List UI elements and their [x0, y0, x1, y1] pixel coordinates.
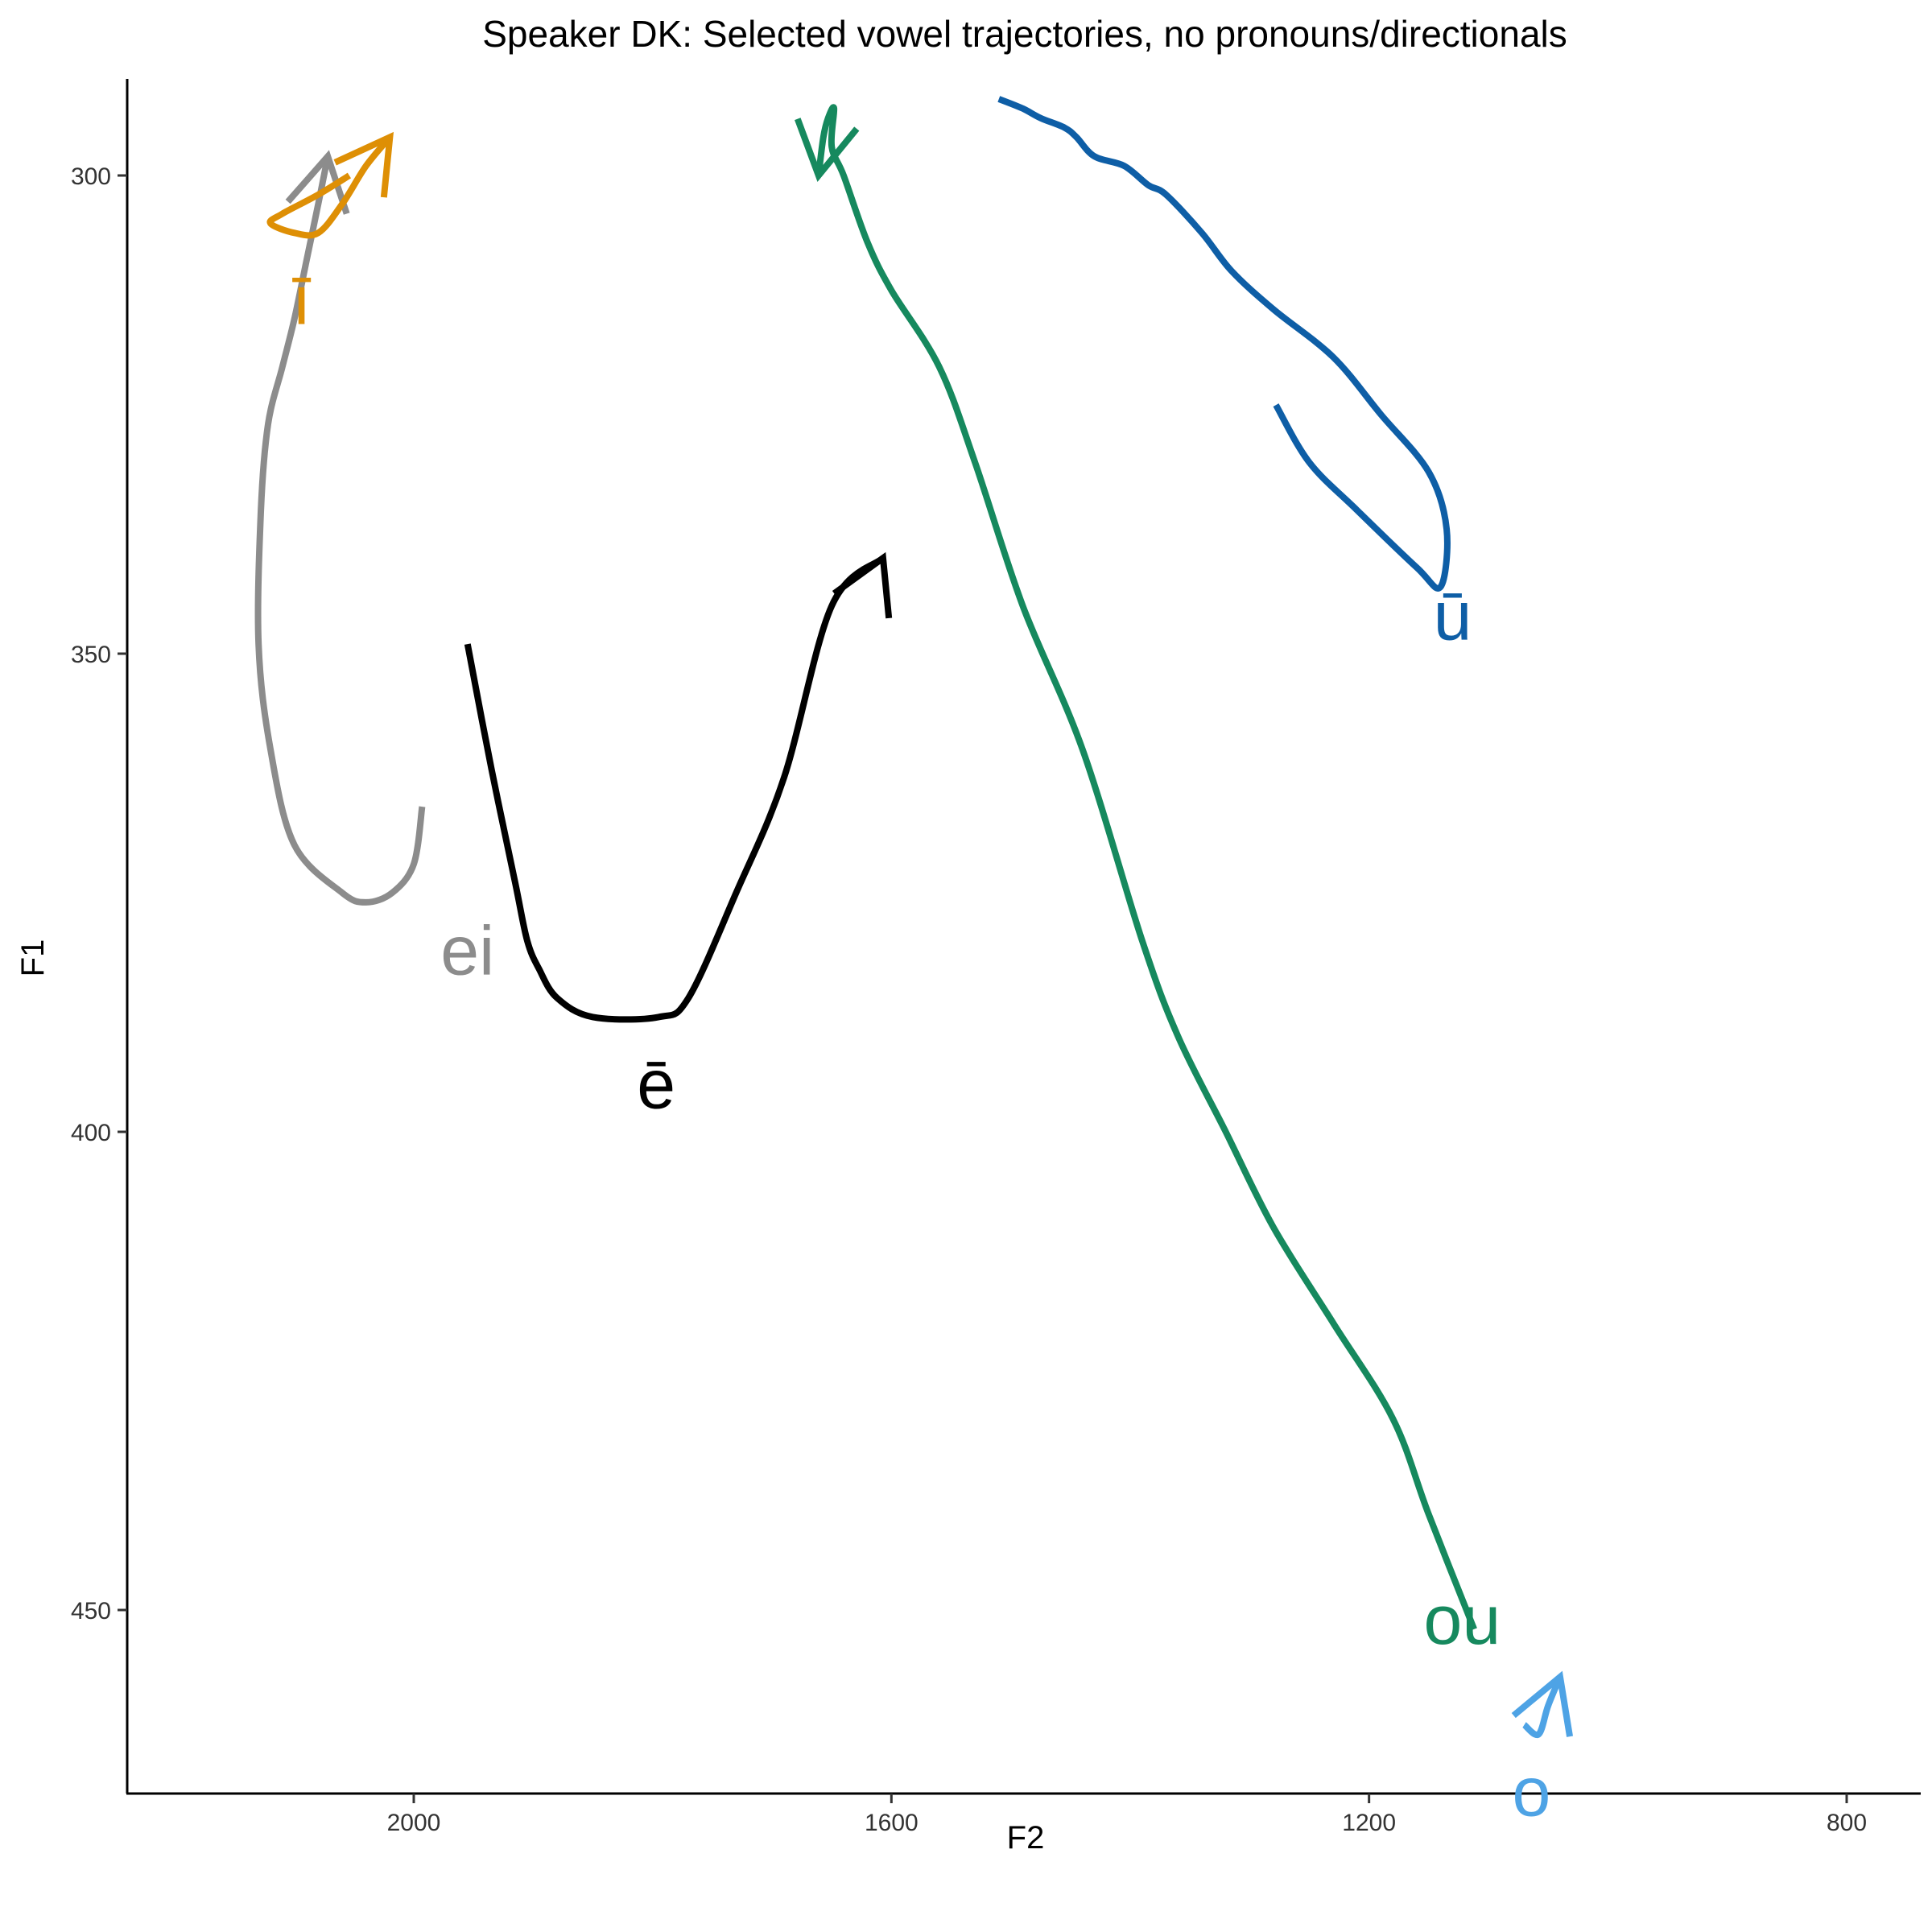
- series-2-trajectory: [464, 555, 886, 1023]
- series-4-arrowhead: [795, 118, 860, 182]
- series-4-trajectory: [815, 104, 1477, 1631]
- series-1-trajectory: [266, 134, 393, 239]
- series-3-label: ū: [1434, 577, 1472, 654]
- series-2-arrowhead: [832, 551, 893, 619]
- series-0-label: ei: [440, 912, 494, 989]
- vowel-labels: ei ī ē ū ou o: [292, 262, 1551, 1831]
- series-5-label: o: [1512, 1754, 1550, 1831]
- y-axis-title: F1: [15, 939, 51, 977]
- y-tick-label: 350: [71, 642, 111, 668]
- series-layer: [254, 96, 1574, 1738]
- series-3-trajectory: [997, 96, 1451, 592]
- x-tick-label: 1600: [865, 1810, 919, 1836]
- series-5-arrowhead: [1511, 1670, 1574, 1737]
- x-tick-label: 2000: [387, 1810, 441, 1836]
- x-axis-title: F2: [1007, 1820, 1045, 1856]
- axis-ticks: 2000 1600 1200 800 300 350 400 450: [71, 163, 1867, 1836]
- series-0-trajectory: [254, 155, 426, 906]
- y-tick-label: 300: [71, 163, 111, 190]
- series-4-label: ou: [1424, 1582, 1501, 1659]
- y-tick-label: 450: [71, 1598, 111, 1624]
- series-2-label: ē: [637, 1046, 675, 1124]
- chart-title: Speaker DK: Selected vowel trajectories,…: [482, 13, 1567, 55]
- series-0-arrowhead: [285, 150, 350, 215]
- series-5-trajectory: [1521, 1675, 1563, 1738]
- series-1-arrowhead: [333, 131, 394, 198]
- y-tick-label: 400: [71, 1120, 111, 1146]
- series-1-label: ī: [292, 262, 312, 339]
- x-tick-label: 800: [1827, 1810, 1867, 1836]
- x-tick-label: 1200: [1342, 1810, 1396, 1836]
